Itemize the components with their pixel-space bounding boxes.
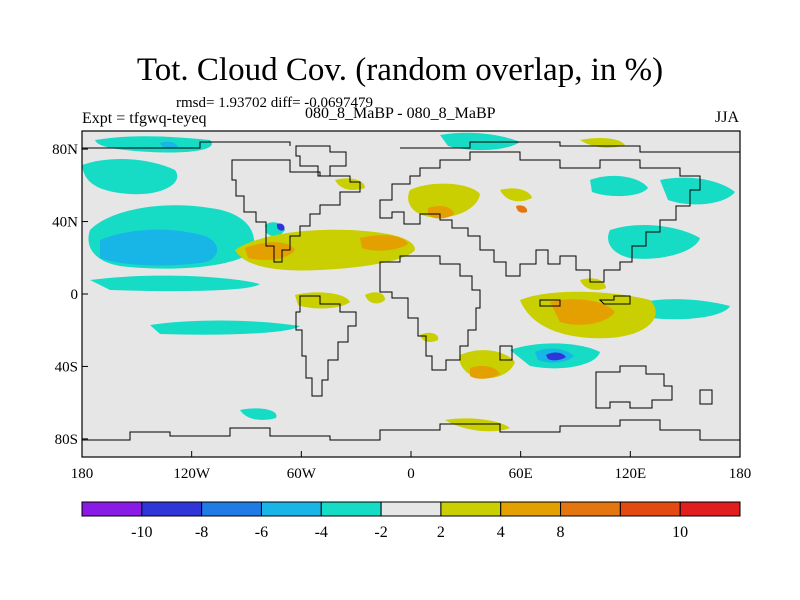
lat-tick-label: 40N bbox=[52, 215, 78, 231]
anomaly-area bbox=[590, 175, 648, 197]
anomaly-area bbox=[445, 418, 510, 432]
anomaly-area bbox=[276, 223, 285, 231]
anomaly-contours bbox=[82, 132, 735, 432]
case-id-label: 080_8_MaBP - 080_8_MaBP bbox=[305, 105, 496, 122]
lat-tick-label: 80N bbox=[52, 142, 78, 158]
colorbar-label: -10 bbox=[131, 524, 152, 541]
lat-tick-label: 80S bbox=[55, 432, 78, 448]
coastlines bbox=[82, 141, 740, 441]
lon-tick-label: 180 bbox=[729, 466, 752, 482]
colorbar-label: -6 bbox=[255, 524, 268, 541]
anomaly-area bbox=[580, 278, 606, 290]
coastline bbox=[595, 365, 673, 409]
colorbar-swatch bbox=[679, 501, 741, 517]
colorbar-label: 2 bbox=[437, 524, 445, 541]
lon-tick-label: 60W bbox=[287, 466, 317, 482]
anomaly-area bbox=[580, 137, 625, 148]
lat-tick-label: 40S bbox=[55, 359, 78, 375]
map-axes: 180 120W 60W 0 60E 120E 180 80N 40N 0 40S 80S bbox=[52, 142, 751, 482]
anomaly-area bbox=[160, 141, 178, 149]
lon-tick-label: 180 bbox=[71, 466, 94, 482]
anomaly-area bbox=[500, 188, 532, 202]
colorbar-swatch bbox=[81, 501, 143, 517]
coastline bbox=[379, 255, 481, 371]
coastline bbox=[82, 141, 740, 153]
anomaly-area bbox=[90, 275, 260, 292]
colorbar-swatch bbox=[500, 501, 562, 517]
coastline bbox=[82, 419, 740, 441]
anomaly-area bbox=[440, 132, 520, 151]
colorbar-label: -4 bbox=[315, 524, 328, 541]
colorbar-label: 8 bbox=[557, 524, 565, 541]
anomaly-area bbox=[470, 366, 500, 379]
anomaly-area bbox=[335, 178, 365, 190]
colorbar-label: 4 bbox=[497, 524, 505, 541]
rmsd-diff-stats: rmsd= 1.93702 diff= -0.0697479 bbox=[176, 95, 374, 111]
coastline bbox=[539, 299, 561, 307]
coastline bbox=[231, 159, 361, 263]
anomaly-area bbox=[546, 352, 566, 361]
anomaly-area bbox=[100, 229, 218, 266]
anomaly-area bbox=[428, 206, 454, 219]
plot-title: Tot. Cloud Cov. (random overlap, in %) bbox=[136, 52, 664, 88]
coastline bbox=[295, 145, 347, 177]
anomaly-area bbox=[240, 408, 277, 420]
coastline bbox=[699, 389, 713, 405]
anomaly-area bbox=[365, 292, 385, 304]
anomaly-area bbox=[420, 332, 439, 343]
colorbar-label: 10 bbox=[672, 524, 688, 541]
colorbar: -10 -8 -6 -4 -2 2 4 8 10 bbox=[81, 501, 741, 541]
anomaly-area bbox=[660, 177, 735, 205]
anomaly-area bbox=[150, 320, 300, 335]
coastline bbox=[499, 345, 513, 361]
colorbar-swatch bbox=[619, 501, 681, 517]
colorbar-label: -2 bbox=[374, 524, 387, 541]
coastline bbox=[295, 295, 357, 397]
lat-tick-label: 0 bbox=[71, 287, 79, 303]
anomaly-area bbox=[408, 183, 480, 218]
colorbar-label: -8 bbox=[195, 524, 208, 541]
coastline bbox=[379, 151, 701, 283]
anomaly-area bbox=[608, 224, 700, 259]
lon-tick-label: 60E bbox=[509, 466, 533, 482]
colorbar-swatch bbox=[201, 501, 262, 517]
lon-tick-label: 0 bbox=[407, 466, 415, 482]
anomaly-area bbox=[550, 299, 615, 325]
anomaly-area bbox=[516, 205, 528, 213]
colorbar-swatch bbox=[320, 501, 382, 517]
colorbar-swatch bbox=[560, 501, 621, 517]
anomaly-area bbox=[360, 235, 408, 251]
lon-tick-label: 120E bbox=[614, 466, 646, 482]
season-label: JJA bbox=[715, 109, 740, 126]
coastline bbox=[598, 295, 631, 305]
colorbar-swatch bbox=[440, 501, 502, 517]
anomaly-area bbox=[82, 158, 178, 195]
colorbar-swatch bbox=[260, 501, 322, 517]
colorbar-swatch bbox=[380, 501, 442, 517]
lon-tick-label: 120W bbox=[173, 466, 211, 482]
colorbar-swatch bbox=[141, 501, 203, 517]
experiment-label: Expt = tfgwq-teyeq bbox=[82, 110, 207, 127]
